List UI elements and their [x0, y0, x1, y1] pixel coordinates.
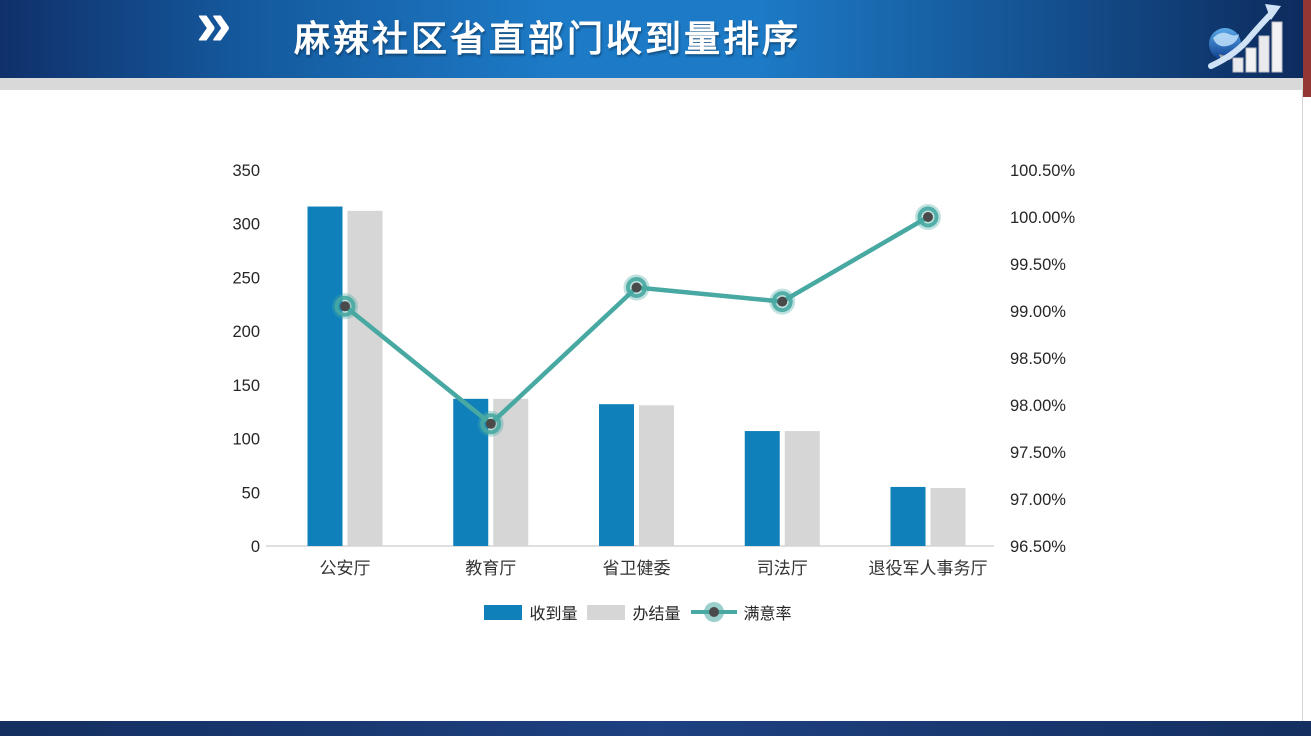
svg-text:96.50%: 96.50%: [1010, 538, 1066, 556]
page-title: 麻辣社区省直部门收到量排序: [294, 18, 802, 59]
svg-text:退役军人事务厅: 退役军人事务厅: [869, 559, 988, 578]
svg-text:98.00%: 98.00%: [1010, 397, 1066, 415]
svg-text:100.00%: 100.00%: [1010, 209, 1075, 227]
svg-text:250: 250: [232, 269, 260, 287]
legend-label: 满意率: [743, 606, 792, 623]
footer-navy-band: [0, 721, 1311, 736]
svg-text:300: 300: [232, 216, 260, 234]
bar-columns-icon: [1232, 21, 1283, 73]
combo-chart-area: 350 300 250 200 150 100 50 0 100.50% 100.00% 99.50…: [178, 140, 1118, 600]
svg-text:98.50%: 98.50%: [1010, 350, 1066, 368]
header-band: » 麻辣社区省直部门收到量排序: [0, 0, 1311, 78]
legend-label: 办结量: [632, 606, 681, 623]
svg-text:99.00%: 99.00%: [1010, 303, 1066, 321]
svg-text:150: 150: [232, 377, 260, 395]
svg-text:公安厅: 公安厅: [320, 559, 371, 578]
legend-item-received: 收到量: [484, 600, 577, 624]
header-gray-strip: [0, 78, 1311, 90]
legend-item-completed: 办结量: [587, 600, 681, 624]
chart-legend: 收到量 办结量 满意率: [178, 600, 1098, 624]
svg-text:50: 50: [242, 484, 260, 502]
blue-swatch-icon: [484, 604, 523, 620]
line-marker-icon: [690, 602, 737, 622]
legend-label: 收到量: [529, 606, 578, 623]
svg-text:200: 200: [232, 323, 260, 341]
svg-text:99.50%: 99.50%: [1010, 256, 1066, 274]
svg-text:100.50%: 100.50%: [1010, 162, 1075, 180]
double-chevron-icon: »: [196, 0, 232, 59]
gray-swatch-icon: [587, 604, 626, 620]
red-accent-ribbon: [1303, 0, 1311, 97]
svg-text:省卫健委: 省卫健委: [603, 559, 671, 578]
svg-text:350: 350: [232, 162, 260, 180]
svg-text:0: 0: [251, 538, 260, 556]
up-arrow-icon: [1208, 4, 1281, 69]
growth-chart-logo: [1207, 2, 1293, 81]
svg-text:司法厅: 司法厅: [757, 559, 808, 578]
svg-text:97.50%: 97.50%: [1010, 444, 1066, 462]
svg-text:97.00%: 97.00%: [1010, 491, 1066, 509]
svg-text:100: 100: [232, 431, 260, 449]
combo-chart: 350 300 250 200 150 100 50 0 100.50% 100.00% 99.50…: [232, 162, 1075, 578]
slide-right-edge: [1302, 90, 1303, 721]
legend-item-satisfaction: 满意率: [690, 600, 792, 624]
svg-text:教育厅: 教育厅: [465, 559, 516, 578]
